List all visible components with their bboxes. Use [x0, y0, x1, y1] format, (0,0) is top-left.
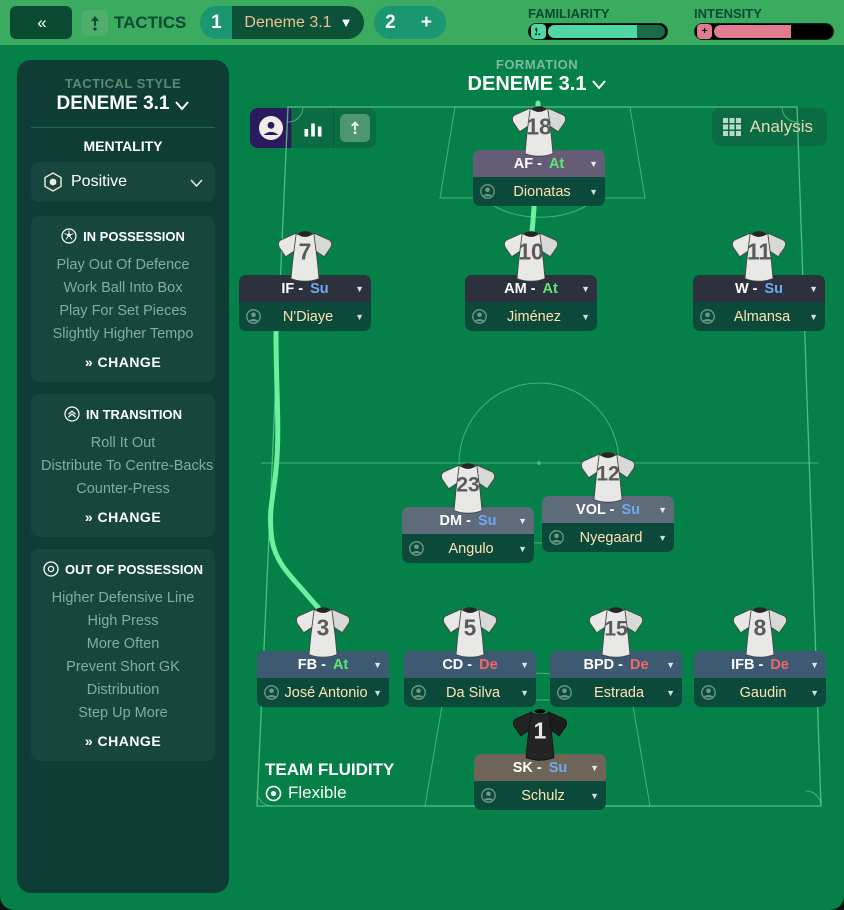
svg-text:3: 3	[317, 614, 330, 640]
svg-text:1: 1	[534, 717, 547, 743]
svg-text:7: 7	[299, 238, 312, 264]
svg-text:15: 15	[604, 617, 628, 640]
svg-text:11: 11	[747, 238, 771, 264]
svg-text:18: 18	[526, 113, 551, 139]
svg-text:10: 10	[518, 238, 543, 264]
svg-text:8: 8	[754, 614, 767, 640]
svg-text:5: 5	[464, 614, 477, 640]
svg-text:23: 23	[456, 473, 479, 496]
svg-text:12: 12	[596, 462, 619, 485]
